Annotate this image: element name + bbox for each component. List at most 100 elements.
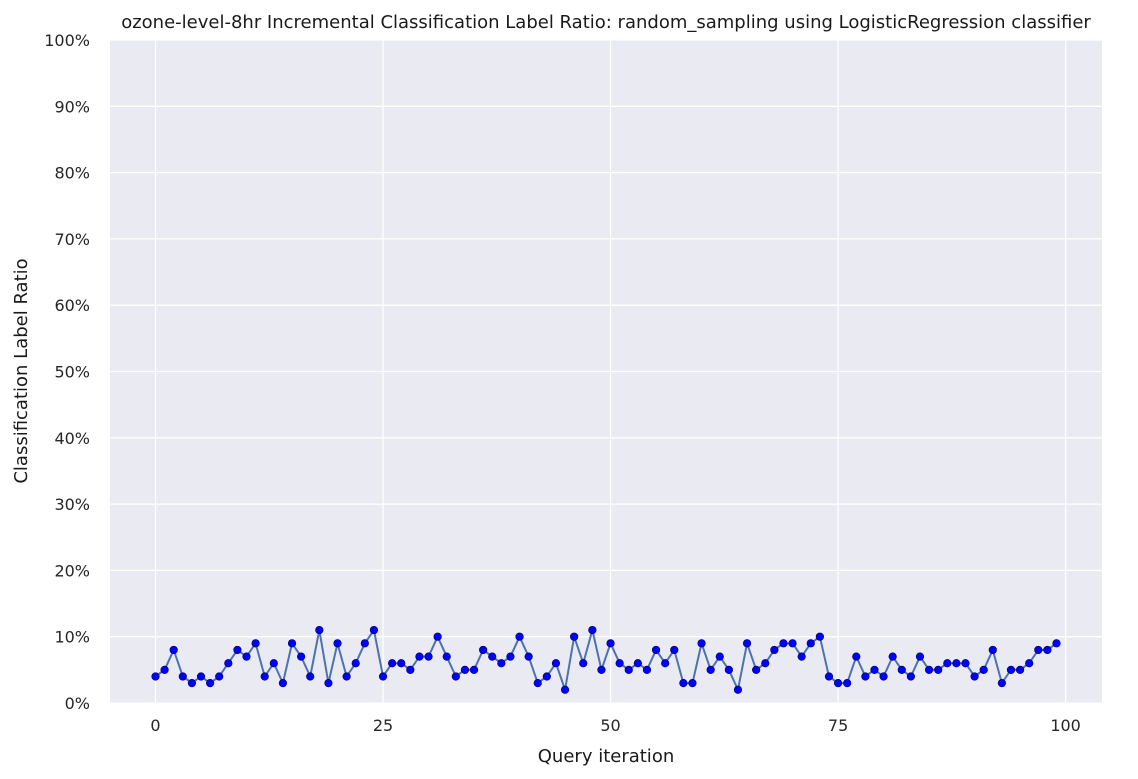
data-point xyxy=(388,659,397,668)
data-point xyxy=(779,639,788,648)
data-point xyxy=(424,652,433,661)
data-point xyxy=(661,659,670,668)
y-tick-label: 60% xyxy=(54,296,90,315)
data-point xyxy=(369,625,379,635)
data-point xyxy=(169,645,178,655)
data-point xyxy=(151,672,160,681)
data-point xyxy=(1006,665,1016,674)
data-point xyxy=(1052,639,1061,648)
y-tick-label: 90% xyxy=(54,97,90,116)
series-line-group xyxy=(154,629,1058,691)
data-point xyxy=(488,652,497,661)
data-point xyxy=(378,672,388,681)
data-point xyxy=(315,625,324,635)
data-point xyxy=(915,652,925,661)
data-point xyxy=(670,645,679,655)
data-point xyxy=(479,645,488,655)
y-tick-labels: 0% 10% 20% 30% 40% 50% 60% 70% 80% 90% 100% xyxy=(44,31,90,713)
data-point xyxy=(824,672,834,681)
data-point xyxy=(306,672,315,681)
data-point xyxy=(497,659,506,668)
data-point xyxy=(233,645,242,655)
data-point xyxy=(733,685,743,694)
data-point xyxy=(570,632,579,641)
y-tick-label: 0% xyxy=(65,694,90,713)
y-tick-label: 10% xyxy=(54,628,90,647)
data-point xyxy=(997,679,1006,688)
data-point xyxy=(415,652,424,661)
data-point xyxy=(351,659,360,668)
data-point xyxy=(797,652,806,661)
y-tick-label: 20% xyxy=(54,561,90,580)
data-point xyxy=(187,679,197,688)
data-point xyxy=(333,639,342,648)
data-point xyxy=(560,685,570,694)
data-point xyxy=(688,679,697,688)
data-point xyxy=(633,659,642,668)
data-point xyxy=(397,659,406,668)
data-point xyxy=(952,659,961,668)
data-point xyxy=(879,672,888,681)
data-point xyxy=(324,679,333,688)
x-tick-labels: 0 25 50 75 100 xyxy=(150,716,1080,735)
data-point xyxy=(451,672,460,681)
x-tick-label: 75 xyxy=(828,716,848,735)
data-point xyxy=(861,672,870,681)
data-point xyxy=(442,652,451,661)
data-point xyxy=(752,665,761,674)
data-point xyxy=(278,679,288,688)
data-point xyxy=(542,672,551,681)
x-tick-label: 0 xyxy=(150,716,160,735)
data-point xyxy=(815,632,824,641)
data-point xyxy=(1043,645,1052,655)
data-point xyxy=(843,679,852,688)
data-point xyxy=(178,672,187,681)
y-tick-label: 30% xyxy=(54,495,90,514)
data-point xyxy=(251,639,260,648)
data-point xyxy=(515,632,524,641)
data-point xyxy=(460,665,470,674)
data-point xyxy=(524,652,533,661)
y-tick-label: 100% xyxy=(44,31,90,50)
data-point xyxy=(679,679,688,688)
data-point xyxy=(870,665,879,674)
data-point xyxy=(287,639,297,648)
data-point xyxy=(1034,645,1043,655)
data-point xyxy=(224,659,233,668)
data-point xyxy=(588,625,597,635)
series-line xyxy=(154,629,1058,691)
data-point xyxy=(533,679,542,688)
x-axis-label: Query iteration xyxy=(538,746,674,767)
y-tick-label: 40% xyxy=(54,429,90,448)
grid xyxy=(110,39,1102,704)
data-point xyxy=(160,665,169,674)
data-point xyxy=(715,652,724,661)
data-point xyxy=(833,679,843,688)
data-point xyxy=(724,665,733,674)
data-point xyxy=(979,665,988,674)
data-point xyxy=(506,652,515,661)
data-point xyxy=(579,659,588,668)
x-tick-label: 100 xyxy=(1050,716,1081,735)
data-point xyxy=(770,645,779,655)
data-point xyxy=(342,672,351,681)
y-tick-label: 50% xyxy=(54,363,90,382)
data-point xyxy=(615,659,624,668)
data-point xyxy=(269,659,278,668)
chart-title: ozone-level-8hr Incremental Classificati… xyxy=(121,12,1091,33)
data-point xyxy=(215,672,224,681)
x-tick-label: 50 xyxy=(600,716,620,735)
data-point xyxy=(906,672,915,681)
data-point xyxy=(852,652,861,661)
data-point xyxy=(1015,665,1025,674)
y-tick-label: 80% xyxy=(54,164,90,183)
data-point xyxy=(924,665,934,674)
data-point xyxy=(742,639,752,648)
data-point xyxy=(624,665,633,674)
data-point xyxy=(206,679,215,688)
data-point xyxy=(1025,659,1034,668)
data-points xyxy=(151,625,1061,694)
data-point xyxy=(897,665,906,674)
y-tick-label: 70% xyxy=(54,230,90,249)
